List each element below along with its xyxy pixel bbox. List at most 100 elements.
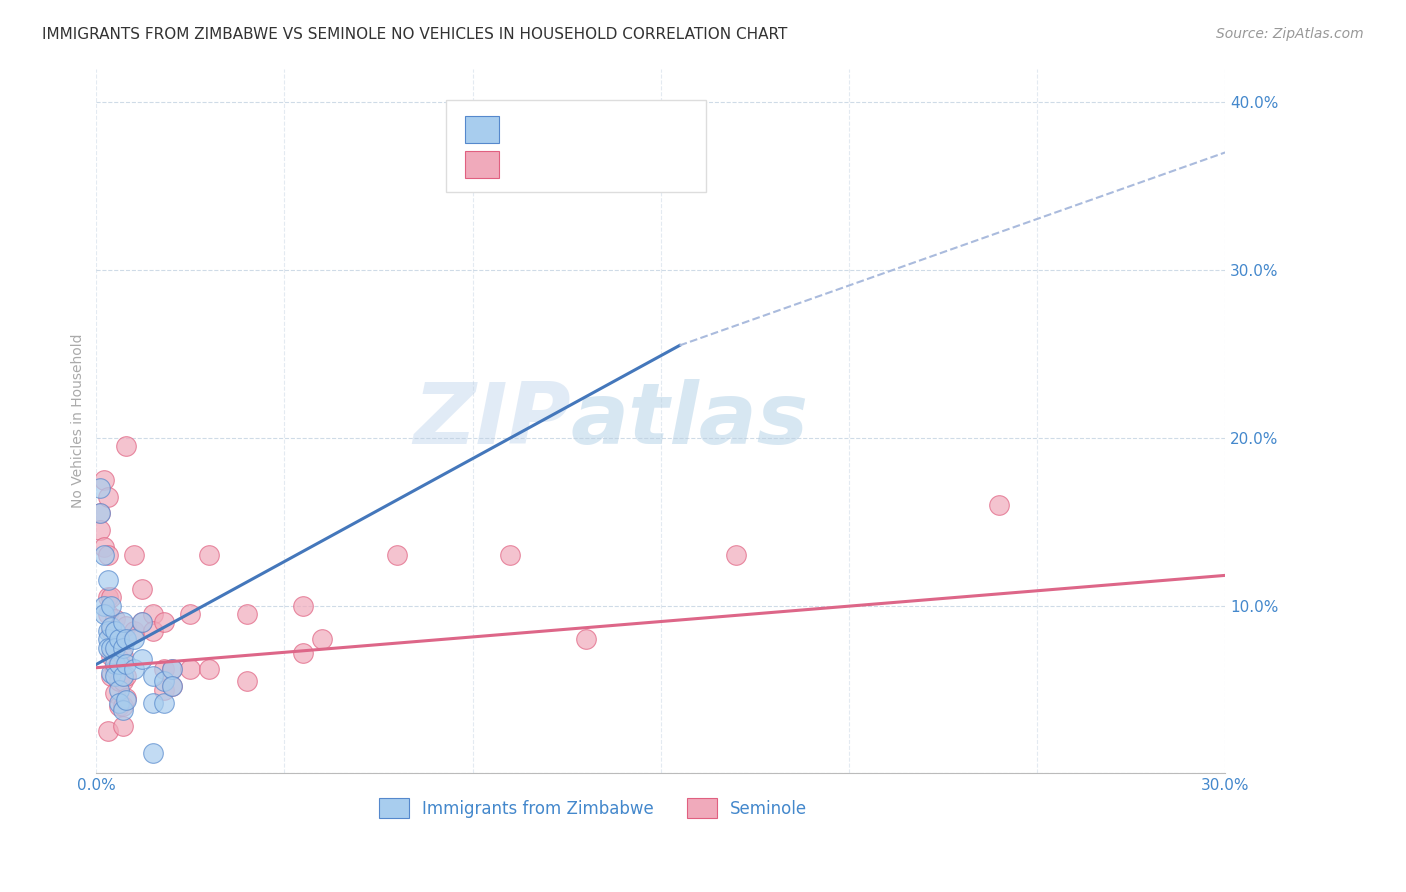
- Point: [97, 548, 120, 562]
- Point: [988, 498, 1011, 512]
- Point: [115, 657, 138, 672]
- Point: [153, 662, 176, 676]
- Point: [108, 674, 131, 689]
- Point: [131, 615, 153, 630]
- Point: [292, 646, 315, 660]
- Point: [179, 662, 201, 676]
- Point: [104, 624, 127, 638]
- Point: [89, 506, 111, 520]
- Point: [104, 662, 127, 676]
- Point: [97, 591, 120, 605]
- Point: [100, 624, 122, 638]
- Point: [93, 607, 115, 621]
- Point: [122, 548, 145, 562]
- Point: [142, 696, 165, 710]
- Point: [131, 582, 153, 596]
- FancyBboxPatch shape: [446, 100, 706, 192]
- Point: [236, 674, 259, 689]
- Point: [97, 724, 120, 739]
- Text: atlas: atlas: [571, 379, 808, 462]
- Point: [387, 548, 409, 562]
- Y-axis label: No Vehicles in Household: No Vehicles in Household: [72, 334, 86, 508]
- Point: [97, 624, 120, 638]
- Point: [153, 696, 176, 710]
- Point: [111, 640, 134, 655]
- Point: [111, 615, 134, 630]
- Point: [89, 523, 111, 537]
- Point: [160, 679, 183, 693]
- Point: [108, 652, 131, 666]
- Point: [93, 473, 115, 487]
- Point: [100, 665, 122, 680]
- Point: [131, 615, 153, 630]
- Point: [104, 640, 127, 655]
- Point: [236, 607, 259, 621]
- Point: [292, 599, 315, 613]
- Point: [160, 662, 183, 676]
- Point: [108, 657, 131, 672]
- Point: [97, 490, 120, 504]
- Point: [142, 746, 165, 760]
- Point: [160, 679, 183, 693]
- Text: ZIP: ZIP: [413, 379, 571, 462]
- Point: [142, 607, 165, 621]
- Point: [111, 703, 134, 717]
- Point: [122, 632, 145, 647]
- Point: [153, 674, 176, 689]
- Point: [93, 548, 115, 562]
- Point: [668, 136, 690, 151]
- Point: [499, 548, 522, 562]
- Point: [198, 548, 221, 562]
- Point: [97, 632, 120, 647]
- Point: [108, 632, 131, 647]
- FancyBboxPatch shape: [465, 116, 499, 143]
- Point: [142, 624, 165, 638]
- Text: N =: N =: [610, 155, 641, 173]
- Point: [111, 669, 134, 683]
- Point: [104, 640, 127, 655]
- Point: [108, 699, 131, 714]
- Text: 40: 40: [641, 120, 665, 138]
- Text: 54: 54: [641, 155, 665, 173]
- Point: [111, 699, 134, 714]
- Point: [104, 612, 127, 626]
- Point: [97, 640, 120, 655]
- Point: [115, 669, 138, 683]
- Point: [142, 669, 165, 683]
- Point: [122, 624, 145, 638]
- Point: [115, 690, 138, 705]
- Point: [89, 506, 111, 520]
- Point: [93, 540, 115, 554]
- FancyBboxPatch shape: [465, 151, 499, 178]
- Point: [97, 607, 120, 621]
- Point: [100, 599, 122, 613]
- Point: [160, 662, 183, 676]
- Text: 0.251: 0.251: [548, 155, 600, 173]
- Point: [89, 481, 111, 495]
- Point: [122, 662, 145, 676]
- Point: [153, 682, 176, 697]
- Point: [115, 439, 138, 453]
- Text: IMMIGRANTS FROM ZIMBABWE VS SEMINOLE NO VEHICLES IN HOUSEHOLD CORRELATION CHART: IMMIGRANTS FROM ZIMBABWE VS SEMINOLE NO …: [42, 27, 787, 42]
- Point: [198, 662, 221, 676]
- Point: [100, 648, 122, 663]
- Point: [104, 686, 127, 700]
- Point: [115, 692, 138, 706]
- Point: [97, 574, 120, 588]
- Point: [115, 618, 138, 632]
- Point: [111, 648, 134, 663]
- Point: [115, 632, 138, 647]
- Point: [153, 615, 176, 630]
- Point: [100, 620, 122, 634]
- Point: [108, 696, 131, 710]
- Point: [131, 652, 153, 666]
- Point: [111, 674, 134, 689]
- Legend: Immigrants from Zimbabwe, Seminole: Immigrants from Zimbabwe, Seminole: [373, 791, 814, 825]
- Point: [93, 599, 115, 613]
- Text: 0.484: 0.484: [548, 120, 600, 138]
- Point: [104, 669, 127, 683]
- Point: [108, 632, 131, 647]
- Text: N =: N =: [610, 120, 641, 138]
- Text: R =: R =: [510, 120, 541, 138]
- Point: [108, 682, 131, 697]
